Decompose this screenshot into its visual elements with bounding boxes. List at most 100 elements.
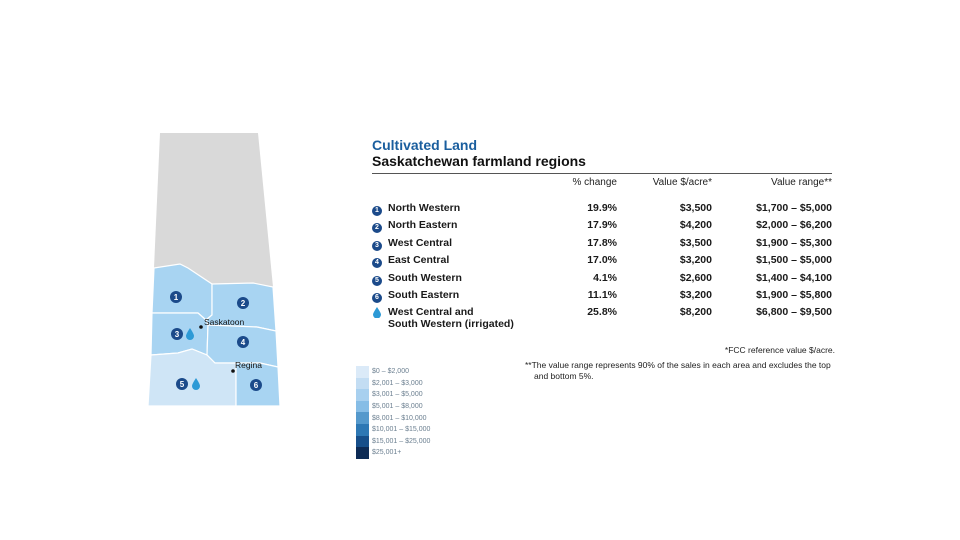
region-number-badge: 3 [372,240,382,251]
range-cell: $2,000 – $6,200 [756,219,832,232]
region-name-line1: West Central and [388,306,474,319]
change-cell: 17.0% [587,254,617,267]
value-cell: $4,200 [679,219,712,232]
legend-label: $15,001 – $25,000 [372,437,431,445]
region-cell: West Central and South Western (irrigated… [372,306,527,330]
region-name: West Central and South Western (irrigated… [388,306,514,330]
region-north-no-data [154,133,273,287]
range-cell: $1,400 – $4,100 [756,271,832,284]
svg-text:3: 3 [175,330,180,339]
header-change: % change [572,177,617,188]
footnote-value-range: **The value range represents 90% of the … [525,360,831,381]
value-cell: $2,600 [679,271,712,284]
value-cell: $3,500 [679,202,712,214]
region-name: North Eastern [388,219,458,232]
region-name: North Western [388,202,461,214]
svg-text:6: 6 [254,381,259,390]
panel-subtitle: Saskatchewan farmland regions [372,153,586,169]
legend-label: $5,001 – $8,000 [372,403,423,411]
legend-item: $10,001 – $15,000 [356,423,431,436]
change-cell: 17.8% [587,236,617,249]
table-row: 2 North Eastern 17.9% $4,200 $2,000 – $6,200 [372,219,832,236]
svg-text:1: 1 [174,293,179,302]
region-name: East Central [388,254,450,267]
legend-item: $0 – $2,000 [356,366,430,378]
table-header-row: % change Value $/acre* Value range** [372,177,832,193]
change-cell: 19.9% [587,202,617,214]
legend-label: $0 – $2,000 [372,368,409,376]
region-name: South Western [388,271,462,284]
legend-item: $25,001+ [356,447,430,459]
irrigation-drop-icon [186,328,194,340]
region-5-south-western [147,348,237,407]
legend-item: $5,001 – $8,000 [356,400,430,413]
regina-dot [231,369,235,373]
badge-3: 3 [171,328,183,340]
svg-text:2: 2 [241,299,246,308]
region-cell: 2 North Eastern [372,219,527,236]
legend-swatch [356,423,369,436]
legend-swatch [356,366,369,378]
regina-label: Regina [235,360,262,370]
legend-label: $25,001+ [372,449,402,457]
change-cell: 11.1% [587,288,617,301]
region-cell: 4 East Central [372,254,527,271]
value-cell: $3,500 [679,236,712,249]
badge-5: 5 [176,378,188,390]
legend-swatch [356,377,369,390]
range-cell: $1,700 – $5,000 [756,202,832,214]
irrigation-drop-icon [192,378,200,390]
table-row: 6 South Eastern 11.1% $3,200 $1,900 – $5,800 [372,289,832,306]
region-number-badge: 4 [372,258,382,269]
legend-swatch [356,447,369,459]
region-cell: 6 South Eastern [372,289,527,306]
farmland-table: % change Value $/acre* Value range** 1 No… [372,177,832,330]
region-cell: 3 West Central [372,237,527,254]
table-row-irrigated: West Central and South Western (irrigated… [372,306,832,330]
legend-item: $15,001 – $25,000 [356,435,431,448]
region-name: West Central [388,236,452,249]
legend-item: $3,001 – $5,000 [356,389,430,401]
legend-swatch [356,389,369,401]
legend-item: $2,001 – $3,000 [356,377,430,390]
table-row: 3 West Central 17.8% $3,500 $1,900 – $5,300 [372,237,832,254]
table-row: 5 South Western 4.1% $2,600 $1,400 – $4,100 [372,272,832,289]
irrigation-drop-icon [373,307,381,319]
legend-label: $8,001 – $10,000 [372,414,427,422]
range-cell: $1,900 – $5,300 [756,236,832,249]
legend-label: $2,001 – $3,000 [372,379,423,387]
region-number-badge: 2 [372,223,382,234]
header-divider [372,173,832,174]
map-legend: $0 – $2,000 $2,001 – $3,000 $3,001 – $5,00… [356,366,430,459]
map-svg: 1 2 3 4 5 6 Saskatoon Regina [147,133,281,407]
saskatchewan-map: 1 2 3 4 5 6 Saskatoon Regina [140,125,300,415]
footnotes: *FCC reference value $/acre. **The value… [525,345,835,382]
value-cell: $3,200 [679,254,712,267]
region-number-badge: 6 [372,292,382,303]
value-cell: $8,200 [679,306,712,319]
region-name: South Eastern [388,288,460,301]
badge-4: 4 [237,336,249,348]
table-row: 1 North Western 19.9% $3,500 $1,700 – $5,000 [372,202,832,219]
panel-title: Cultivated Land [372,137,478,153]
range-cell: $1,500 – $5,000 [756,254,832,267]
change-cell: 17.9% [587,219,617,232]
badge-2: 2 [237,297,249,309]
data-panel: Cultivated Land Saskatchewan farmland re… [372,137,834,330]
badge-6: 6 [250,379,262,391]
region-number-badge: 5 [372,275,382,286]
legend-label: $10,001 – $15,000 [372,426,431,434]
header-range: Value range** [771,177,832,188]
header-region [372,177,527,193]
table-body: 1 North Western 19.9% $3,500 $1,700 – $5,000… [372,193,832,330]
value-cell: $3,200 [679,288,712,301]
range-cell: $1,900 – $5,800 [756,288,832,301]
table-row: 4 East Central 17.0% $3,200 $1,500 – $5,000 [372,254,832,271]
change-cell: 25.8% [587,306,617,319]
legend-swatch [356,412,369,424]
header-value: Value $/acre* [652,177,712,188]
saskatoon-label: Saskatoon [204,317,244,327]
region-cell: 1 North Western [372,202,527,219]
change-cell: 4.1% [593,271,617,284]
legend-label: $3,001 – $5,000 [372,391,423,399]
